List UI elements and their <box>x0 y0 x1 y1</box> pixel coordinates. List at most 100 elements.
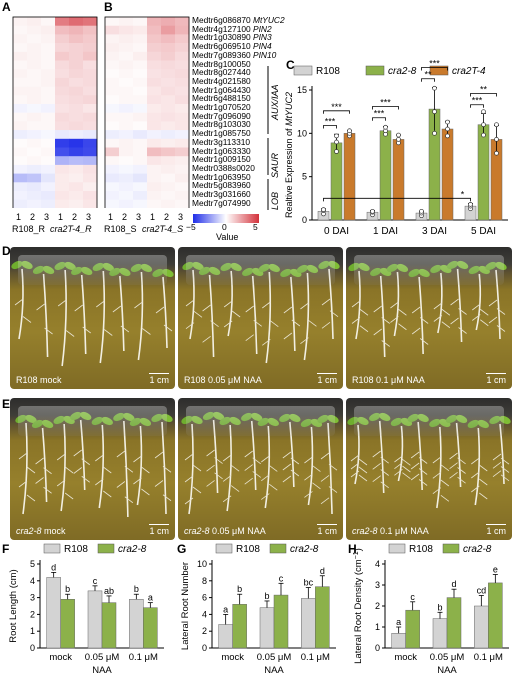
heatmap-b-cell <box>147 182 162 192</box>
lateral-root <box>380 456 389 464</box>
data-point <box>445 133 450 139</box>
lateral-root <box>320 475 330 482</box>
replicate-number: 2 <box>164 212 170 222</box>
lateral-root <box>350 470 360 478</box>
heatmap-a-cell <box>13 156 28 166</box>
cotyledon <box>327 414 339 424</box>
y-axis-label-gene: MtYUC2 <box>284 92 294 126</box>
root <box>251 275 258 355</box>
heatmap-a-cell <box>83 95 98 105</box>
heatmap-a-cell <box>83 17 98 26</box>
legend-swatch <box>43 543 61 554</box>
heatmap-b-cell <box>161 191 176 200</box>
lateral-root <box>312 482 321 490</box>
lateral-root <box>373 305 382 313</box>
cotyledon <box>418 268 430 278</box>
heatmap-b-cell <box>119 147 134 157</box>
cotyledon <box>53 415 65 425</box>
heatmap-b-cell <box>175 156 190 166</box>
significance-label: ** <box>424 70 432 80</box>
heatmap-b-cell <box>161 25 176 35</box>
x-tick-label: 0.05 μM <box>85 652 120 663</box>
chart-h-lateral-root-density: R108 cra2-8 0 1 2 3 4 Lateral Root Density (cm−… <box>353 543 509 676</box>
y-axis-label-text: Lateral Root Density (cm <box>353 559 364 664</box>
heatmap-b-cell <box>133 95 148 105</box>
lateral-root <box>500 474 510 482</box>
heatmap-b-cell <box>119 86 134 96</box>
heatmap-b-cell <box>161 77 176 87</box>
lateral-root <box>457 467 466 474</box>
heatmap-b-cell <box>133 86 148 96</box>
lateral-root <box>252 471 261 478</box>
heatmap-b-cell <box>161 164 176 174</box>
heatmap-a-cell <box>83 147 98 157</box>
heatmap-b-cell <box>147 112 162 122</box>
heatmap-b-cell <box>105 130 120 140</box>
lateral-root <box>304 456 313 464</box>
heatmap-b-cell <box>175 51 190 61</box>
lateral-root <box>359 325 369 333</box>
heatmap-b-cell <box>161 147 176 157</box>
lateral-root <box>321 322 331 329</box>
lateral-root <box>471 471 480 479</box>
seedlings <box>15 411 173 518</box>
heatmap-a-cell <box>55 43 70 53</box>
root <box>379 275 386 358</box>
data-point <box>481 109 486 115</box>
heatmap-b-cell <box>133 138 148 148</box>
y-axis-label-text: Root Length (cm) <box>8 569 19 642</box>
heatmap-a-cell <box>41 121 56 131</box>
lateral-root <box>321 298 331 306</box>
data-point <box>481 122 486 128</box>
cotyledon <box>64 261 76 271</box>
cotyledon <box>369 412 381 422</box>
x-tick-label: 3 DAI <box>422 226 447 237</box>
heatmap-a-cell <box>27 51 42 61</box>
heatmap-b-cell <box>119 164 134 174</box>
gene-symbol: MtYUC2 <box>250 15 285 25</box>
x-tick-label: 0.1 μM <box>474 652 503 663</box>
cotyledon <box>80 411 92 421</box>
lateral-root <box>372 450 381 458</box>
data-point <box>334 139 339 145</box>
heatmap-b-cell <box>161 156 176 166</box>
legend-label: R108 <box>64 544 88 555</box>
lateral-root <box>312 465 321 472</box>
heatmap-b-cell <box>119 25 134 35</box>
heatmap-b-cell <box>119 95 134 105</box>
heatmap-b-cell <box>119 182 134 192</box>
heatmap-b-cell <box>161 130 176 140</box>
lateral-root <box>291 319 301 327</box>
cotyledon <box>41 419 54 429</box>
lateral-root <box>358 458 368 466</box>
lateral-root <box>104 329 113 336</box>
gene-label: Medtr7g089360 PIN10 <box>192 50 276 60</box>
gene-label: Medtr8g100050 <box>192 59 251 69</box>
lateral-root <box>192 464 202 472</box>
heatmap-a-cell <box>55 199 70 208</box>
heatmap-b-cell <box>105 51 120 61</box>
y-tick-label: 6 <box>202 593 207 603</box>
heatmap-a-cell <box>55 191 70 200</box>
lateral-root <box>82 326 91 334</box>
cotyledon <box>21 260 33 270</box>
gene-id: Medtr8g027440 <box>192 67 251 78</box>
cotyledon <box>296 264 309 274</box>
heatmap-b-cell <box>161 104 176 113</box>
cotyledon <box>485 261 497 271</box>
lateral-root <box>141 466 150 474</box>
heatmap-b-cell <box>175 104 190 113</box>
lateral-root <box>14 298 24 306</box>
heatmap-a-cell <box>55 147 70 157</box>
heatmap-a-cell <box>55 95 70 105</box>
lateral-root <box>394 469 403 476</box>
legend-swatch <box>365 65 385 76</box>
lateral-root <box>116 481 126 488</box>
y-tick-label: 2 <box>375 601 380 611</box>
bar <box>441 128 454 221</box>
heatmap-a-cell <box>13 51 28 61</box>
heatmap-a-cell <box>83 69 98 79</box>
root <box>474 427 481 506</box>
heatmap-a-frame <box>12 16 98 208</box>
photo-caption: cra2-8 mock <box>16 526 66 536</box>
